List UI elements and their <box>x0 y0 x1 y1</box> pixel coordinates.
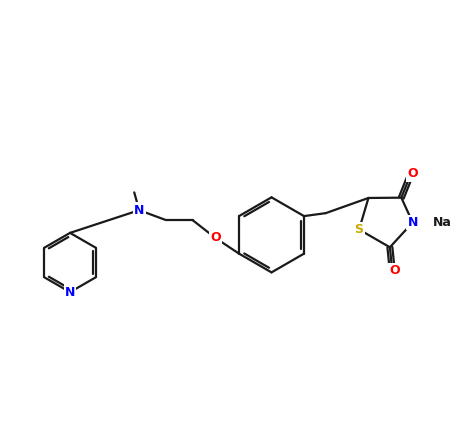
Text: O: O <box>390 264 400 277</box>
Text: N: N <box>65 286 75 299</box>
Text: O: O <box>407 168 418 181</box>
Text: N: N <box>407 216 418 229</box>
Text: Na: Na <box>432 216 451 229</box>
Text: S: S <box>355 223 363 236</box>
Text: N: N <box>134 204 144 217</box>
Text: O: O <box>210 231 220 244</box>
